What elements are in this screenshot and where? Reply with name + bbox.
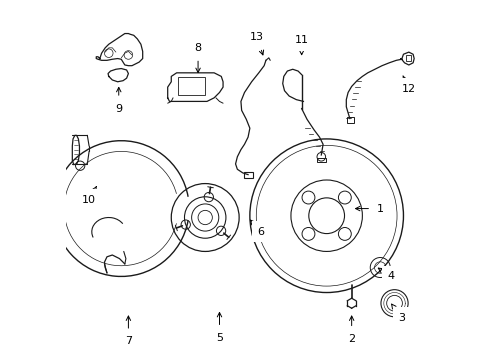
Bar	[346, 117, 353, 123]
Text: 4: 4	[378, 268, 394, 282]
Text: 6: 6	[250, 220, 264, 237]
Text: 12: 12	[401, 76, 415, 94]
Text: 11: 11	[294, 35, 308, 55]
Text: 8: 8	[194, 43, 201, 72]
Bar	[178, 77, 205, 95]
Bar	[244, 172, 253, 178]
Text: 13: 13	[249, 32, 264, 55]
Text: 2: 2	[347, 316, 354, 344]
Text: 7: 7	[124, 316, 132, 346]
Text: 10: 10	[82, 186, 96, 204]
Bar	[405, 55, 410, 62]
Text: 3: 3	[391, 304, 405, 323]
Text: 9: 9	[115, 87, 122, 113]
Text: 1: 1	[355, 203, 383, 213]
Text: 5: 5	[216, 312, 223, 343]
Bar	[316, 158, 325, 162]
